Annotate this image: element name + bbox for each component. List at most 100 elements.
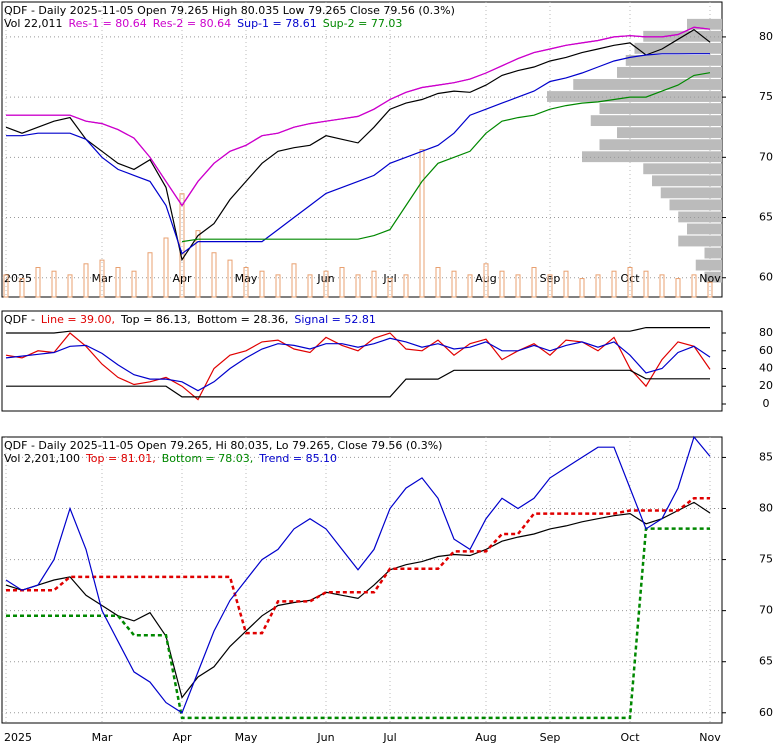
volume-bar (35, 267, 41, 298)
volume-profile-bar (695, 259, 722, 271)
volume-profile-bar (704, 271, 722, 283)
legend-volume: Vol 2,201,100 (4, 452, 80, 465)
legend-entry: Sup-1 = 78.61 (237, 17, 317, 30)
volume-profile-bar (573, 79, 722, 90)
volume-bar (355, 274, 361, 298)
volume-bar (675, 278, 681, 298)
x-tick-label: Aug (475, 272, 496, 285)
volume-profile-bar (704, 247, 722, 259)
legend-entry: Top = 81.01, (85, 452, 156, 465)
volume-profile-bar (590, 115, 722, 127)
volume-bar (483, 263, 489, 298)
volume-bar (579, 278, 585, 298)
volume-bar (595, 274, 601, 298)
volume-bar (323, 270, 329, 298)
y-tick-label: 75 (759, 90, 773, 103)
x-tick-label: Sep (540, 272, 561, 285)
x-tick-label: Apr (172, 272, 192, 285)
volume-bar (259, 270, 265, 298)
volume-bar (179, 193, 185, 298)
y-tick-label: 80 (759, 326, 773, 339)
volume-profile-bar (599, 103, 722, 114)
series-line (6, 369, 710, 398)
series-line (6, 53, 710, 255)
panel-frame (1, 436, 723, 724)
legend-entry: Bottom = 78.03, (162, 452, 254, 465)
y-tick-label: 70 (759, 604, 773, 617)
y-tick-label: 70 (759, 150, 773, 163)
y-tick-label: 75 (759, 553, 773, 566)
series-line (6, 527, 710, 720)
legend-entry: Res-1 = 80.64 (68, 17, 146, 30)
volume-bar (339, 267, 345, 298)
volume-profile-bar (634, 42, 722, 54)
volume-bar (307, 274, 313, 298)
volume-profile-bar (625, 54, 722, 66)
x-tick-label: Jun (316, 272, 334, 285)
x-tick-label: Apr (172, 731, 192, 744)
x-tick-label: May (235, 731, 258, 744)
y-tick-label: 65 (759, 211, 773, 224)
volume-bar (99, 259, 105, 298)
volume-bar (419, 149, 425, 298)
x-tick-label: 2025 (4, 731, 32, 744)
title-text: QDF - Daily 2025-11-05 Open 79.265 High … (4, 4, 455, 17)
price-line (5, 28, 711, 262)
volume-profile-bar (687, 223, 722, 235)
panel-frame (1, 310, 723, 412)
legend: Vol 22,011 Res-1 = 80.64 Res-2 = 80.64 Sup-… (4, 17, 402, 30)
volume-bar (627, 267, 633, 298)
x-tick-label: Oct (620, 731, 640, 744)
volume-profile-bar (687, 18, 722, 30)
series-line (5, 337, 711, 392)
volume-bar (83, 263, 89, 298)
y-tick-label: 60 (759, 271, 773, 284)
x-tick-label: Sep (540, 731, 561, 744)
x-tick-label: Jun (316, 731, 334, 744)
volume-bar (243, 267, 249, 298)
volume-bar (67, 274, 73, 298)
volume-bar (51, 270, 57, 298)
legend-entry: Top = 86.13, (120, 313, 191, 326)
volume-bar (515, 274, 521, 298)
price-line (5, 501, 711, 699)
legend-entry: Sup-2 = 77.03 (323, 17, 403, 30)
legend-entry: Line = 39.00, (41, 313, 115, 326)
y-tick-label: 85 (759, 450, 773, 463)
volume-bar (163, 237, 169, 298)
x-tick-label: Aug (475, 731, 496, 744)
chart-title: QDF - Daily 2025-11-05 Open 79.265, Hi 8… (4, 439, 442, 452)
volume-bar (275, 274, 281, 298)
x-tick-label: Mar (92, 272, 113, 285)
legend-entry: Signal = 52.81 (294, 313, 376, 326)
y-tick-label: 0 (763, 397, 770, 410)
x-tick-label: Nov (699, 272, 721, 285)
volume-profile-bar (599, 139, 722, 151)
volume-bar (387, 278, 393, 298)
title-text: QDF - (4, 313, 35, 326)
volume-bar (115, 267, 121, 298)
series-line (5, 332, 711, 401)
volume-bar (531, 267, 537, 298)
y-tick-label: 80 (759, 30, 773, 43)
y-tick-label: 60 (759, 344, 773, 357)
volume-bar (227, 259, 233, 298)
y-tick-label: 65 (759, 655, 773, 668)
volume-bar (291, 263, 297, 298)
volume-profile-bar (617, 67, 722, 78)
volume-profile-bar (617, 127, 722, 139)
volume-profile-bar (652, 175, 722, 187)
series-line (5, 435, 711, 714)
title-text: QDF - Daily 2025-11-05 Open 79.265, Hi 8… (4, 439, 442, 452)
volume-profile-bar (678, 235, 722, 247)
volume-bar (643, 270, 649, 298)
series-line (6, 327, 710, 334)
volume-bar (563, 270, 569, 298)
y-tick-label: 40 (759, 361, 773, 374)
x-tick-label: Nov (699, 731, 721, 744)
volume-bar (211, 252, 217, 298)
volume-bar (659, 274, 665, 298)
volume-bar (147, 252, 153, 298)
y-tick-label: 80 (759, 502, 773, 515)
